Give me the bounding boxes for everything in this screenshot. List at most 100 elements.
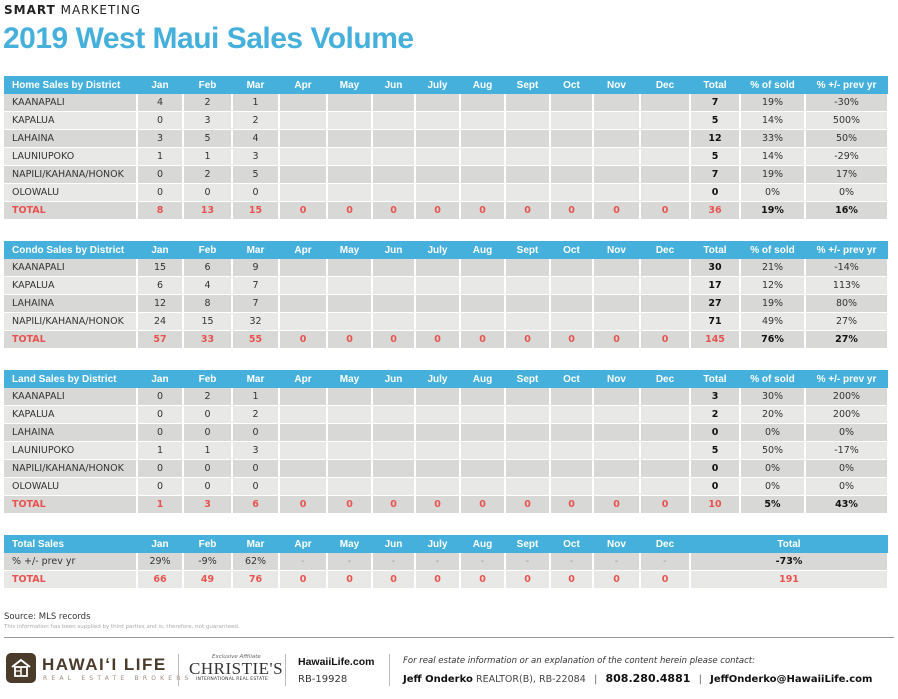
column-header: Nov [593, 76, 640, 94]
column-header: Jun [372, 241, 415, 259]
column-header: % +/- prev yr [805, 76, 888, 94]
month-total: 0 [505, 495, 551, 514]
christies-sub: INTERNATIONAL REAL ESTATE [196, 677, 268, 682]
month-value: 8 [183, 294, 233, 313]
month-value [505, 276, 551, 295]
month-value [415, 94, 461, 112]
agent-phone[interactable]: 808.280.4881 [605, 672, 691, 685]
month-value [372, 94, 416, 112]
month-value: 0 [183, 183, 233, 202]
pct-prev-yr: 200% [805, 405, 889, 424]
column-header: Jan [137, 76, 183, 94]
month-value: 0 [137, 111, 184, 130]
month-value [593, 129, 641, 148]
row-total: 3 [690, 388, 741, 406]
month-value: 1 [232, 388, 280, 406]
district-name: KAPALUA [4, 111, 138, 130]
month-value [550, 111, 594, 130]
month-value: 2 [183, 165, 233, 184]
month-value: 32 [232, 312, 280, 331]
month-value [460, 129, 506, 148]
column-header: Jan [137, 370, 183, 388]
month-value [279, 147, 328, 166]
month-total: 0 [327, 570, 373, 589]
month-total: 0 [279, 330, 328, 349]
month-value [505, 94, 551, 112]
month-prev-yr: - [640, 553, 691, 571]
month-prev-yr: -9% [183, 553, 233, 571]
month-total: 15 [232, 201, 280, 220]
row-total: 7 [690, 94, 741, 112]
month-prev-yr: - [415, 553, 461, 571]
column-header: Jun [372, 370, 415, 388]
column-header: Mar [232, 535, 279, 553]
pct-of-sold: 19% [740, 165, 806, 184]
month-value [593, 165, 641, 184]
month-value [550, 147, 594, 166]
month-total: 0 [460, 570, 506, 589]
month-total: 0 [415, 201, 461, 220]
month-value: 0 [183, 405, 233, 424]
row-total: 27 [690, 294, 741, 313]
month-prev-yr: - [550, 553, 594, 571]
month-value [327, 183, 373, 202]
month-value [593, 294, 641, 313]
section-heading: Land Sales by District [4, 370, 137, 388]
table-header-row: Home Sales by District Jan Feb Mar Apr May Jun… [4, 76, 888, 94]
brand-rest: MARKETING [60, 3, 142, 17]
month-value [415, 259, 461, 277]
month-value: 0 [137, 165, 184, 184]
month-value [640, 459, 691, 478]
total-label: TOTAL [4, 570, 138, 589]
month-value: 2 [183, 94, 233, 112]
month-total: 66 [137, 570, 184, 589]
month-value [372, 259, 416, 277]
month-value [372, 388, 416, 406]
month-value [415, 276, 461, 295]
month-value: 7 [232, 276, 280, 295]
district-name: NAPILI/KAHANA/HONOK [4, 312, 138, 331]
home-sales-table: Home Sales by District Jan Feb Mar Apr May Jun… [4, 76, 889, 220]
month-total: 0 [550, 495, 594, 514]
column-header: Dec [640, 76, 690, 94]
table-row: LAHAINA 12 8 7 27 19% 80% [4, 294, 889, 313]
month-value [279, 388, 328, 406]
month-value [327, 294, 373, 313]
month-value [460, 423, 506, 442]
month-value: 0 [183, 423, 233, 442]
brand-label: SMART MARKETING [4, 3, 141, 17]
row-total: 0 [690, 183, 741, 202]
column-header: % +/- prev yr [805, 370, 888, 388]
section-heading: Condo Sales by District [4, 241, 137, 259]
month-value [640, 94, 691, 112]
month-value [640, 259, 691, 277]
website-link[interactable]: HawaiiLife.com [298, 656, 375, 668]
month-total: 0 [593, 570, 641, 589]
month-value [372, 294, 416, 313]
pct-of-sold: 12% [740, 276, 806, 295]
month-value [460, 183, 506, 202]
month-value: 9 [232, 259, 280, 277]
column-header: July [415, 535, 460, 553]
month-value: 15 [183, 312, 233, 331]
month-value [372, 165, 416, 184]
month-total: 8 [137, 201, 184, 220]
hawaii-life-house-icon [6, 653, 36, 683]
month-value [372, 423, 416, 442]
pct-of-sold: 19% [740, 294, 806, 313]
month-value: 7 [232, 294, 280, 313]
month-value [550, 405, 594, 424]
pct-prev-yr-total: 27% [805, 330, 889, 349]
month-value [372, 276, 416, 295]
month-total: 0 [640, 570, 691, 589]
grand-total: 191 [690, 570, 889, 589]
month-value [550, 259, 594, 277]
column-header: Oct [550, 535, 593, 553]
column-header: May [327, 76, 372, 94]
agent-email[interactable]: JeffOnderko@HawaiiLife.com [710, 674, 873, 685]
table-row: KAANAPALI 4 2 1 7 19% -30% [4, 94, 889, 112]
month-value [550, 441, 594, 460]
pct-prev-yr: 0% [805, 459, 889, 478]
license-number: RB-19928 [298, 674, 348, 685]
month-value [327, 423, 373, 442]
